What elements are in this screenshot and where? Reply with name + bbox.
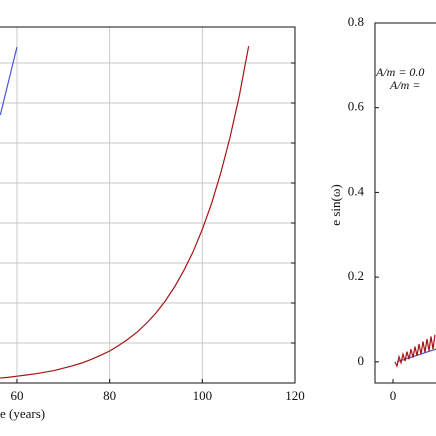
x-axis-label: e (years)	[0, 406, 45, 421]
axes-frame	[374, 22, 436, 384]
data-line	[0, 46, 250, 379]
x-tick-label: 60	[10, 388, 23, 403]
annotation: A/m =	[389, 78, 420, 92]
data-line	[394, 334, 436, 368]
y-tick-label: 0.4	[348, 183, 365, 198]
y-tick-label: 0.6	[348, 99, 365, 114]
annotation: A/m = 0.0	[375, 65, 424, 79]
axes-frame	[0, 26, 296, 384]
y-tick-label: 0	[358, 353, 365, 368]
y-axis-label: e sin(ω)	[328, 184, 343, 225]
x-tick-label: 0	[390, 388, 397, 403]
data-line	[0, 46, 18, 116]
y-tick-label: 0.8	[348, 14, 364, 29]
y-tick-label: 0.2	[348, 268, 364, 283]
x-tick-label: 100	[193, 388, 213, 403]
x-tick-label: 80	[103, 388, 116, 403]
x-tick-label: 120	[285, 388, 305, 403]
